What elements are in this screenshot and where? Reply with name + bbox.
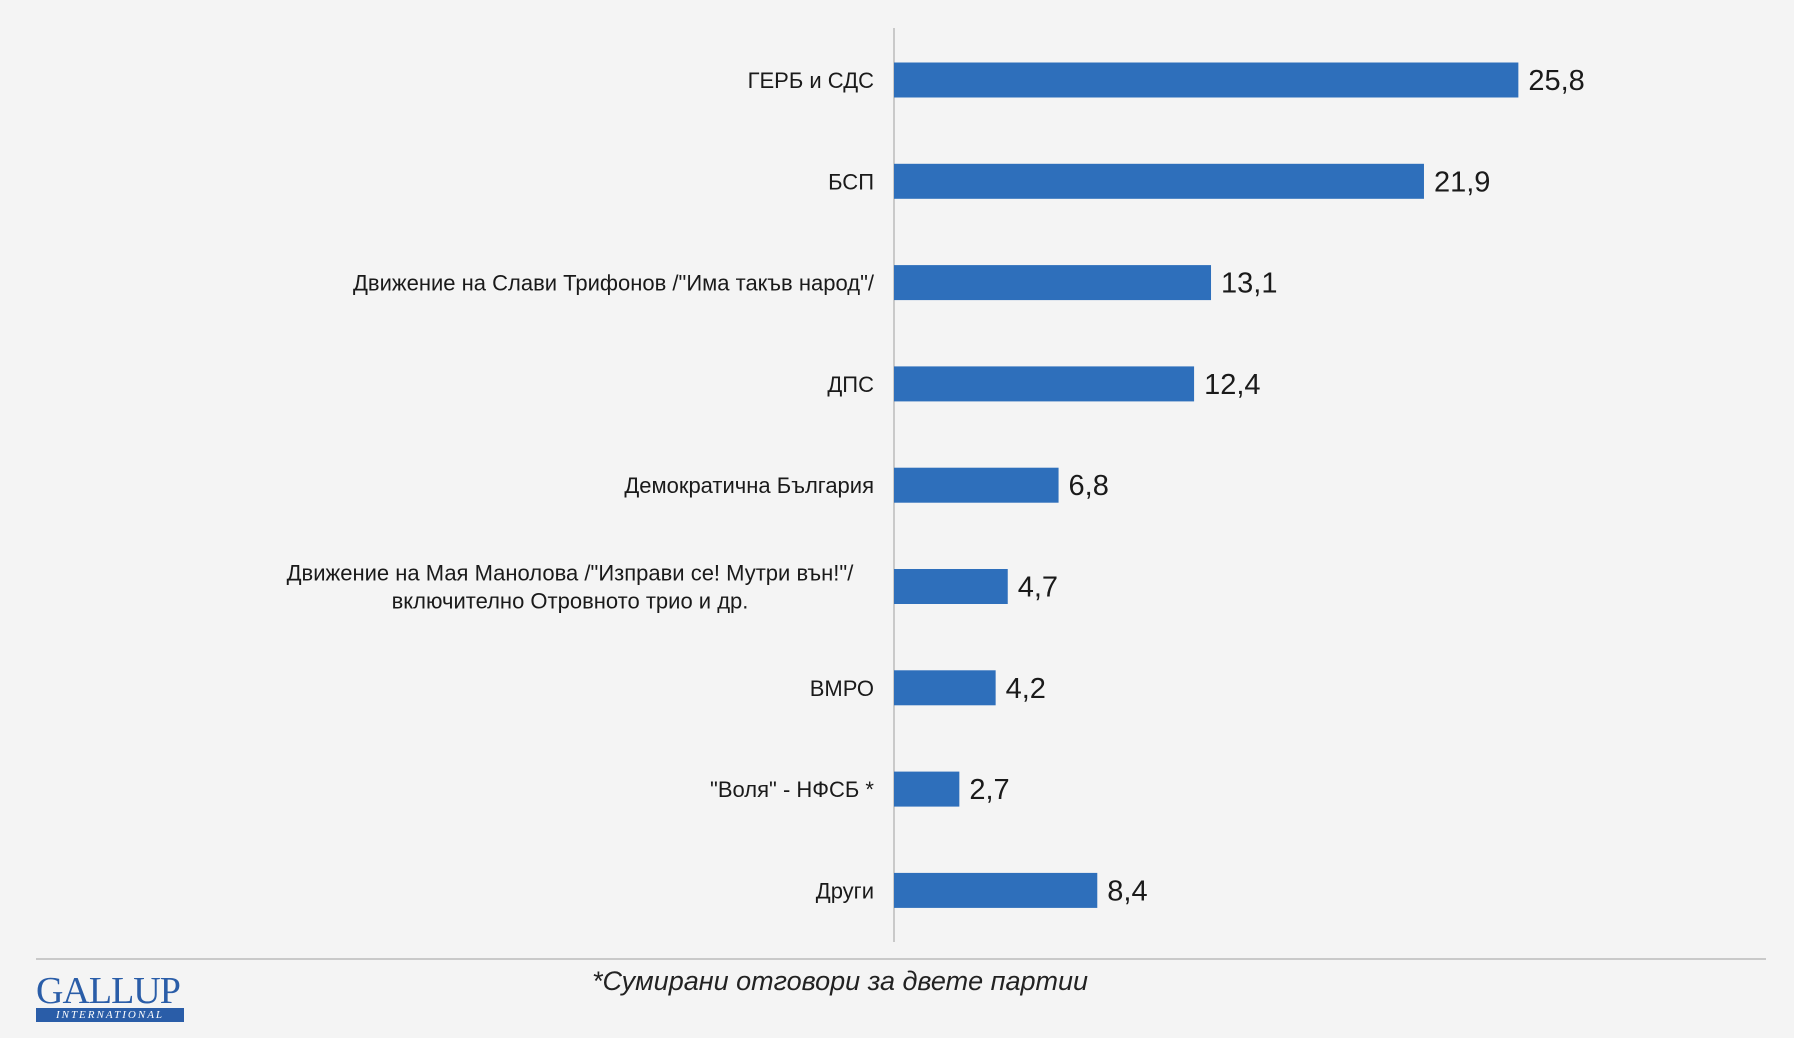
- value-label-6: 4,2: [1006, 673, 1046, 705]
- value-label-5: 4,7: [1018, 572, 1058, 604]
- logo-subtitle: INTERNATIONAL: [36, 1008, 184, 1022]
- category-label-line: Демократична България: [624, 473, 874, 498]
- category-label-2: Движение на Слави Трифонов /"Има такъв н…: [353, 271, 875, 296]
- category-label-line: Движение на Слави Трифонов /"Има такъв н…: [353, 271, 875, 296]
- value-label-0: 25,8: [1528, 65, 1584, 97]
- bar-5: [894, 569, 1008, 604]
- bar-1: [894, 163, 1424, 199]
- category-label-8: Други: [816, 878, 874, 903]
- bar-3: [894, 366, 1195, 402]
- category-label-0: ГЕРБ и СДС: [748, 68, 875, 93]
- category-label-line: Други: [816, 878, 874, 903]
- value-label-4: 6,8: [1069, 470, 1109, 502]
- value-label-7: 2,7: [969, 774, 1009, 806]
- bottom-divider: [36, 958, 1766, 960]
- value-label-2: 13,1: [1221, 268, 1277, 300]
- category-label-line: "Воля" - НФСБ *: [710, 777, 874, 802]
- bar-chart: 25,8 ГЕРБ и СДС 21,9 БСП 13,1 Движение на Сла…: [287, 28, 1585, 942]
- value-label-1: 21,9: [1434, 166, 1490, 198]
- bar-7: [894, 771, 960, 807]
- category-label-1: БСП: [828, 169, 874, 194]
- category-label-line: ДПС: [827, 372, 874, 397]
- value-label-3: 12,4: [1204, 369, 1260, 401]
- gallup-logo: GALLUP INTERNATIONAL: [36, 972, 186, 1024]
- category-label-6: ВМРО: [810, 676, 874, 701]
- category-label-5: Движение на Мая Манолова /"Изправи се! М…: [287, 561, 855, 614]
- bar-2: [894, 265, 1212, 301]
- bar-4: [894, 467, 1059, 503]
- category-label-3: ДПС: [827, 372, 874, 397]
- bar-8: [894, 872, 1098, 908]
- bar-0: [894, 62, 1519, 98]
- logo-wordmark: GALLUP: [36, 970, 181, 1012]
- category-label-line: БСП: [828, 169, 874, 194]
- category-label-line: Движение на Мая Манолова /"Изправи се! М…: [287, 561, 855, 586]
- category-label-line: ГЕРБ и СДС: [748, 68, 875, 93]
- category-label-4: Демократична България: [624, 473, 874, 498]
- value-label-8: 8,4: [1107, 875, 1147, 907]
- category-label-line: ВМРО: [810, 676, 874, 701]
- footnote: *Сумирани отговори за двете партии: [591, 966, 1089, 996]
- category-label-line: включително Отровното трио и др.: [392, 589, 749, 614]
- category-label-7: "Воля" - НФСБ *: [710, 777, 874, 802]
- bar-6: [894, 670, 996, 706]
